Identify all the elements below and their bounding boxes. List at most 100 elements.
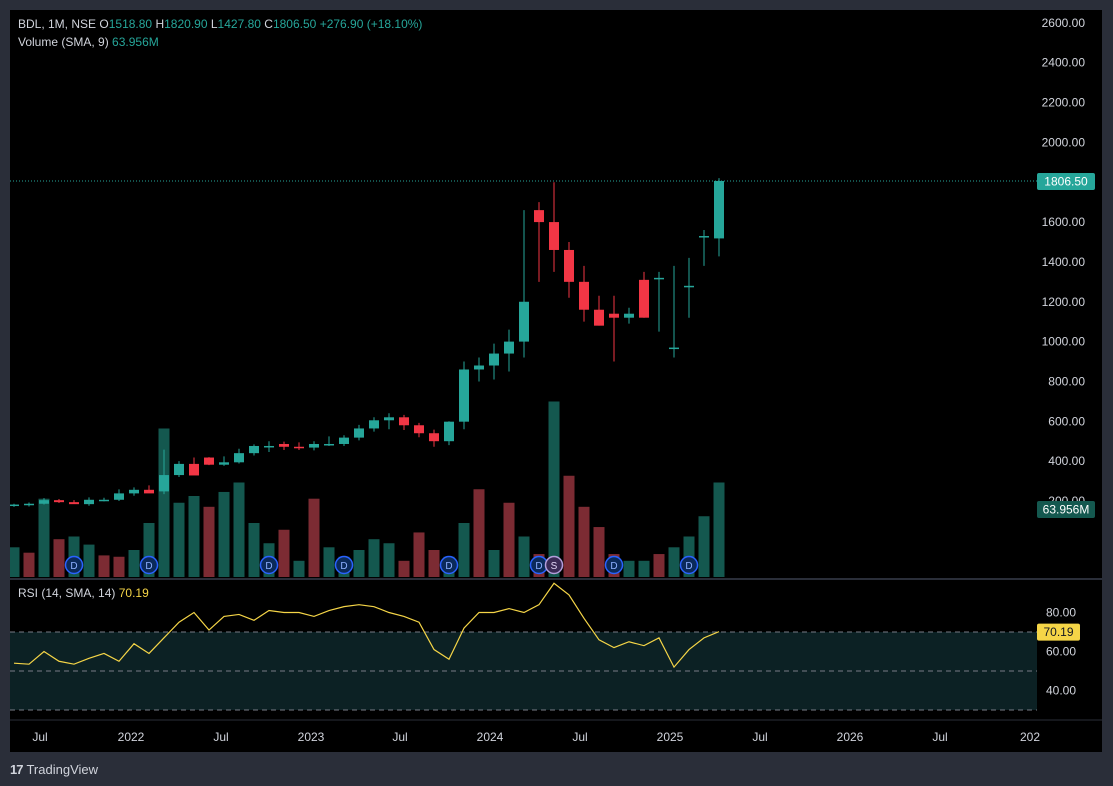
candle-body	[594, 309, 604, 326]
candle-body	[174, 463, 184, 476]
volume-bar	[398, 560, 410, 577]
candle-body	[459, 369, 469, 422]
volume-bar	[218, 491, 230, 577]
rsi-value-tag-label: 70.19	[1043, 625, 1073, 639]
marker-label: D	[265, 561, 272, 572]
rsi-value: 70.19	[118, 586, 149, 600]
candle-body	[9, 504, 19, 507]
candle-body	[714, 180, 724, 239]
time-axis-label: Jul	[572, 730, 587, 744]
candle-body	[189, 463, 199, 476]
rsi-line	[13, 582, 720, 669]
low-value: 1427.80	[217, 17, 261, 31]
volume-legend: Volume (SMA, 9) 63.956M	[18, 35, 159, 49]
price-axis-tick: 600.00	[1048, 414, 1085, 428]
price-axis-tick: 2200.00	[1042, 96, 1086, 110]
time-axis-label: 2026	[837, 730, 864, 744]
candle-body	[489, 353, 499, 366]
candle-body	[504, 341, 514, 354]
dividend-marker	[64, 555, 84, 575]
volume-bar	[503, 502, 515, 577]
last-price-tag-label: 1806.50	[1044, 174, 1088, 188]
dividend-marker	[139, 555, 159, 575]
chart-area[interactable]: D D D D D D S D D 200.00 400.00 600.00 800.00 1000.00…	[8, 10, 1102, 752]
volume-bar	[113, 556, 125, 577]
open-value: 1518.80	[108, 17, 153, 31]
candle-body	[609, 313, 619, 318]
volume-bar	[653, 554, 665, 577]
candle-body	[324, 443, 334, 446]
chart-svg[interactable]: D D D D D D S D D200.00400.00600.00800.001000.00…	[8, 10, 1102, 752]
rsi-value-tag	[1037, 623, 1080, 641]
close-label: C	[264, 17, 273, 31]
time-axis-label: Jul	[752, 730, 767, 744]
volume-bar	[368, 539, 380, 577]
candle-body	[354, 428, 364, 438]
volume-bar	[293, 560, 305, 577]
candle-body	[399, 417, 409, 426]
marker-label: D	[535, 561, 542, 572]
rsi-axis-tick: 40.00	[1046, 684, 1076, 698]
volume-bar	[308, 498, 320, 577]
candle-body	[309, 443, 319, 448]
candle-body	[219, 462, 229, 465]
volume-bar	[53, 539, 65, 577]
candle-body	[369, 420, 379, 429]
candle-body	[99, 499, 109, 502]
dividend-marker	[259, 555, 279, 575]
time-axis-label: 2023	[298, 730, 325, 744]
low-label: L	[210, 17, 218, 31]
footer-brand[interactable]: 17 TradingView	[10, 760, 98, 778]
volume-bar	[353, 550, 365, 577]
volume-bar	[698, 516, 710, 577]
candle-body	[534, 210, 544, 223]
volume-bar	[668, 547, 680, 577]
candle-body	[54, 500, 64, 503]
candle-body	[444, 421, 454, 442]
candle-body	[474, 365, 484, 370]
candle-body	[549, 222, 559, 250]
volume-bar	[188, 496, 200, 577]
candle-body	[639, 279, 649, 318]
volume-value: 63.956M	[112, 35, 159, 49]
price-legend: BDL, 1M, NSE O1518.80 H1820.90 L1427.80 …	[18, 17, 422, 31]
volume-tag	[1037, 501, 1095, 518]
symbol-label[interactable]: BDL, 1M, NSE	[18, 17, 97, 31]
candle-body	[669, 347, 679, 350]
rsi-legend: RSI (14, SMA, 14) 70.19	[18, 586, 149, 600]
candle-body	[129, 489, 139, 494]
change-value: +276.90 (+18.10%)	[319, 17, 423, 31]
volume-bar	[488, 550, 500, 577]
candles-layer	[9, 178, 724, 507]
candle-body	[624, 313, 634, 318]
candle-body	[279, 443, 289, 447]
volume-bar	[83, 544, 95, 577]
candle-body	[654, 277, 664, 280]
candle-body	[69, 502, 79, 505]
volume-bar	[638, 560, 650, 577]
candle-body	[264, 445, 274, 448]
volume-bar	[233, 482, 245, 577]
volume-bar	[458, 523, 470, 577]
volume-bar	[143, 523, 155, 577]
candle-body	[39, 500, 49, 504]
volume-bar	[158, 428, 170, 577]
candle-body	[339, 437, 349, 444]
rsi-axis-tick: 80.00	[1046, 606, 1076, 620]
rsi-label[interactable]: RSI (14, SMA, 14)	[18, 586, 116, 600]
volume-bar	[128, 550, 140, 577]
candle-body	[234, 453, 244, 463]
price-axis-tick: 1600.00	[1042, 215, 1086, 229]
dividend-marker	[334, 555, 354, 575]
brand-label: TradingView	[26, 761, 99, 777]
candle-body	[114, 493, 124, 500]
volume-bar	[593, 527, 605, 577]
dividend-marker	[679, 555, 699, 575]
close-value: 1806.50	[272, 17, 317, 31]
price-axis-tick: 1400.00	[1042, 255, 1086, 269]
price-axis-tick: 400.00	[1048, 454, 1085, 468]
marker-label: D	[445, 561, 452, 572]
volume-bar	[203, 506, 215, 577]
time-axis-label: Jul	[213, 730, 228, 744]
volume-label[interactable]: Volume (SMA, 9)	[18, 35, 109, 49]
